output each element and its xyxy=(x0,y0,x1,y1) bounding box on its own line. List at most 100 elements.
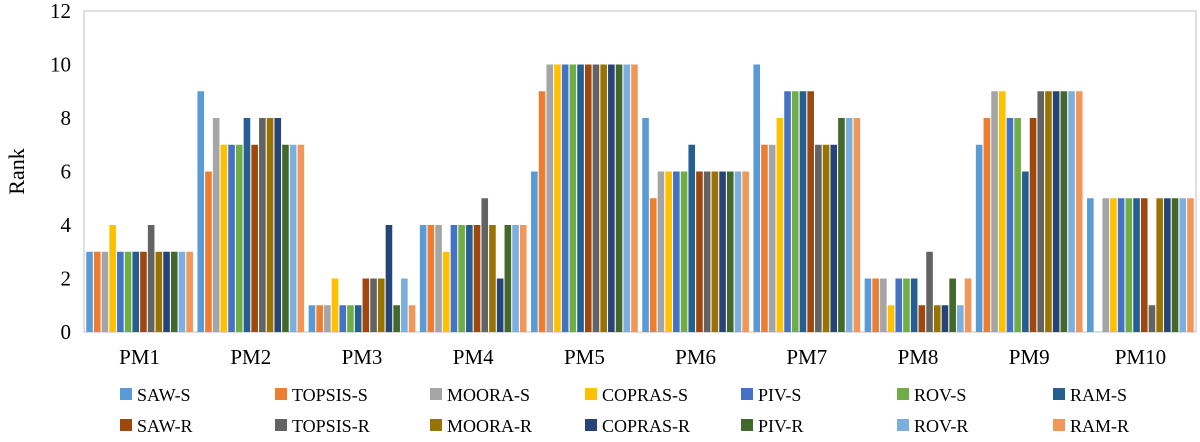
bar-saw-s-pm2 xyxy=(197,91,205,332)
x-tick-label-pm10: PM10 xyxy=(1115,345,1166,369)
bar-ram-r-pm4 xyxy=(519,225,527,332)
bar-moora-s-pm7 xyxy=(768,144,776,332)
bar-topsis-s-pm2 xyxy=(205,171,212,332)
bar-topsis-s-pm5 xyxy=(538,91,546,332)
bar-saw-s-pm6 xyxy=(642,118,649,332)
bar-piv-r-pm2 xyxy=(282,144,289,332)
legend-label-saw-s: SAW-S xyxy=(137,385,191,405)
bar-rov-r-pm2 xyxy=(289,144,297,332)
bar-ram-r-pm3 xyxy=(408,305,416,332)
bar-topsis-s-pm4 xyxy=(427,225,435,332)
bar-copras-r-pm9 xyxy=(1052,91,1060,332)
bar-rov-s-pm7 xyxy=(791,91,799,332)
bar-copras-s-pm10 xyxy=(1110,198,1117,332)
legend-swatch-saw-s xyxy=(120,388,132,400)
bar-moora-r-pm6 xyxy=(711,171,719,332)
bar-topsis-r-pm1 xyxy=(147,225,155,332)
bar-piv-s-pm6 xyxy=(673,171,680,332)
bar-rov-s-pm9 xyxy=(1014,118,1021,332)
bar-topsis-r-pm9 xyxy=(1037,91,1045,332)
bar-saw-s-pm10 xyxy=(1087,198,1094,332)
bar-ram-s-pm1 xyxy=(132,251,140,332)
bar-copras-s-pm9 xyxy=(998,91,1006,332)
bar-moora-s-pm8 xyxy=(880,278,887,332)
y-tick-label: 0 xyxy=(61,320,72,344)
bar-copras-s-pm7 xyxy=(776,118,784,332)
bar-piv-r-pm6 xyxy=(726,171,734,332)
bar-ram-r-pm6 xyxy=(742,171,749,332)
bar-piv-s-pm9 xyxy=(1006,118,1014,332)
bar-moora-s-pm6 xyxy=(657,171,665,332)
bar-saw-s-pm3 xyxy=(308,305,316,332)
bar-saw-r-pm8 xyxy=(918,305,926,332)
legend-label-piv-r: PIV-R xyxy=(758,416,803,436)
plot-area-border xyxy=(83,10,1197,333)
legend-swatch-topsis-s xyxy=(275,388,287,400)
y-tick-label: 6 xyxy=(61,160,72,184)
y-tick-label: 4 xyxy=(61,213,72,237)
bar-copras-r-pm2 xyxy=(274,118,282,332)
bar-moora-s-pm10 xyxy=(1102,198,1110,332)
legend-label-piv-s: PIV-S xyxy=(758,385,801,405)
bar-rov-r-pm9 xyxy=(1068,91,1075,332)
x-tick-label-pm1: PM1 xyxy=(119,345,160,369)
x-tick-label-pm2: PM2 xyxy=(230,345,271,369)
bar-piv-s-pm8 xyxy=(895,278,903,332)
y-tick-label: 10 xyxy=(50,53,71,77)
bar-piv-s-pm1 xyxy=(117,251,124,332)
legend-swatch-copras-s xyxy=(585,388,597,400)
bar-rov-r-pm1 xyxy=(178,251,186,332)
bar-topsis-r-pm8 xyxy=(926,251,933,332)
bar-rov-s-pm3 xyxy=(347,305,354,332)
bar-ram-s-pm10 xyxy=(1133,198,1140,332)
legend-label-topsis-r: TOPSIS-R xyxy=(292,416,370,436)
bar-saw-r-pm9 xyxy=(1029,118,1037,332)
bar-piv-s-pm5 xyxy=(561,64,569,332)
legend-swatch-topsis-r xyxy=(275,419,287,431)
bar-moora-r-pm2 xyxy=(266,118,274,332)
bar-ram-r-pm1 xyxy=(186,251,193,332)
legend-label-ram-r: RAM-R xyxy=(1070,416,1129,436)
bar-copras-r-pm5 xyxy=(608,64,615,332)
bar-saw-s-pm7 xyxy=(753,64,761,332)
bar-moora-r-pm7 xyxy=(822,144,830,332)
bar-ram-s-pm6 xyxy=(688,144,696,332)
bar-ram-r-pm9 xyxy=(1075,91,1083,332)
bar-saw-r-pm2 xyxy=(251,144,258,332)
bar-piv-r-pm9 xyxy=(1060,91,1068,332)
legend-label-rov-s: ROV-S xyxy=(914,385,966,405)
bar-saw-s-pm8 xyxy=(864,278,872,332)
bar-ram-s-pm5 xyxy=(577,64,584,332)
bar-rov-s-pm1 xyxy=(124,251,132,332)
bar-saw-r-pm3 xyxy=(362,278,370,332)
bar-saw-s-pm9 xyxy=(975,144,983,332)
x-tick-label-pm7: PM7 xyxy=(786,345,827,369)
bar-copras-s-pm1 xyxy=(109,225,116,332)
bar-ram-r-pm10 xyxy=(1187,198,1194,332)
bar-topsis-r-pm6 xyxy=(703,171,711,332)
bar-copras-s-pm3 xyxy=(331,278,339,332)
legend-swatch-copras-r xyxy=(585,419,597,431)
bar-ram-r-pm8 xyxy=(964,278,972,332)
bar-saw-r-pm6 xyxy=(696,171,703,332)
legend-label-saw-r: SAW-R xyxy=(137,416,193,436)
bar-rov-s-pm6 xyxy=(680,171,688,332)
bar-moora-r-pm5 xyxy=(600,64,607,332)
bar-copras-r-pm1 xyxy=(163,251,170,332)
bar-topsis-r-pm10 xyxy=(1148,305,1156,332)
bar-moora-r-pm10 xyxy=(1156,198,1163,332)
bar-piv-r-pm7 xyxy=(838,118,845,332)
legend-swatch-rov-r xyxy=(897,419,909,431)
bar-rov-r-pm3 xyxy=(401,278,408,332)
bar-moora-s-pm9 xyxy=(991,91,998,332)
bar-copras-s-pm8 xyxy=(887,305,895,332)
bar-piv-r-pm3 xyxy=(393,305,400,332)
bar-rov-r-pm5 xyxy=(623,64,631,332)
bar-moora-s-pm5 xyxy=(546,64,554,332)
bar-copras-s-pm5 xyxy=(554,64,561,332)
bar-rov-s-pm5 xyxy=(569,64,577,332)
legend-swatch-ram-s xyxy=(1053,388,1065,400)
legend-swatch-saw-r xyxy=(120,419,132,431)
bar-topsis-r-pm4 xyxy=(481,198,489,332)
bar-piv-s-pm4 xyxy=(450,225,458,332)
